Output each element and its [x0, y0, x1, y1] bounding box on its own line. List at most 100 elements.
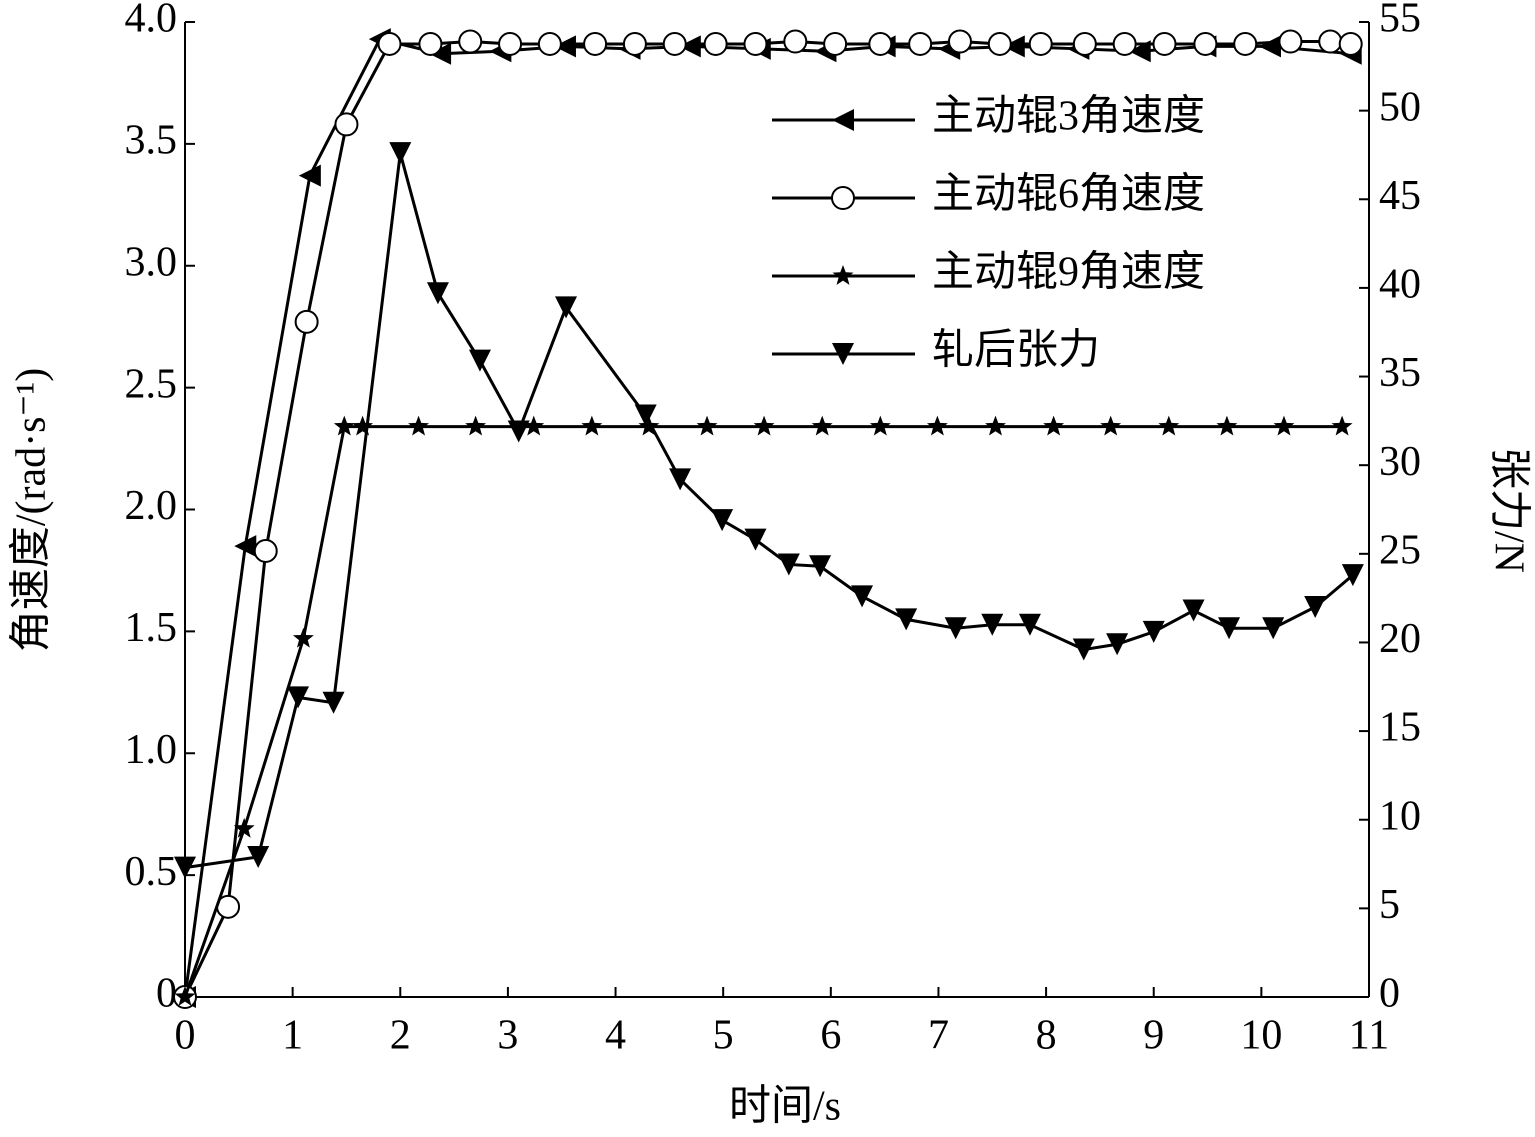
marker [294, 309, 319, 334]
legend-marker [832, 109, 854, 131]
marker [389, 142, 412, 165]
marker [334, 112, 359, 137]
marker [1304, 596, 1327, 618]
y2-tick-label: 20 [1379, 616, 1421, 662]
marker [985, 415, 1006, 436]
marker [1106, 633, 1129, 656]
marker [634, 404, 657, 427]
marker [429, 42, 452, 65]
y2-axis-label: 张力/N [1485, 447, 1531, 573]
marker [523, 415, 545, 436]
marker [583, 31, 608, 56]
y2-tick-label: 55 [1379, 0, 1421, 42]
legend-marker [831, 186, 855, 210]
marker [174, 856, 196, 879]
marker [1233, 31, 1258, 56]
marker [981, 613, 1004, 636]
marker [553, 35, 576, 58]
y-tick-label: 3.5 [125, 118, 178, 164]
marker [1018, 613, 1041, 636]
y2-tick-label: 15 [1379, 705, 1421, 751]
marker [253, 538, 278, 563]
marker [851, 585, 874, 608]
marker [1152, 31, 1177, 56]
marker [352, 415, 374, 436]
series-line [184, 152, 1354, 870]
x-tick-label: 11 [1349, 1013, 1389, 1059]
marker [498, 31, 523, 56]
y-tick-label: 0 [156, 971, 177, 1017]
marker [753, 415, 775, 436]
x-tick-label: 1 [282, 1013, 303, 1059]
legend-marker [832, 343, 854, 365]
y-tick-label: 3.0 [125, 239, 178, 285]
marker [555, 296, 578, 319]
marker [233, 817, 255, 838]
y-axis-label: 角速度/(rad·s⁻¹) [9, 368, 55, 652]
y2-tick-label: 30 [1379, 439, 1421, 485]
marker [1182, 599, 1205, 622]
marker [1331, 415, 1353, 436]
marker [669, 468, 692, 491]
marker [1128, 40, 1151, 63]
marker [868, 31, 893, 56]
y2-tick-label: 50 [1379, 84, 1421, 130]
marker [1278, 29, 1303, 54]
marker [1072, 31, 1097, 56]
marker [1273, 415, 1295, 436]
marker [247, 845, 270, 868]
marker [1158, 415, 1180, 436]
marker [507, 420, 530, 443]
marker [322, 691, 345, 714]
marker [1028, 31, 1053, 56]
marker [783, 29, 808, 54]
x-tick-label: 3 [497, 1013, 518, 1059]
x-tick-label: 7 [928, 1013, 949, 1059]
marker [1216, 415, 1238, 436]
marker [662, 31, 687, 56]
y2-tick-label: 25 [1379, 527, 1421, 573]
marker [465, 415, 487, 436]
marker [298, 164, 321, 187]
y-tick-label: 1.5 [125, 605, 178, 651]
y2-tick-label: 10 [1379, 793, 1421, 839]
marker [537, 31, 562, 56]
y-tick-label: 2.0 [125, 483, 178, 529]
x-tick-label: 4 [605, 1013, 626, 1059]
marker [823, 31, 848, 56]
marker [426, 282, 449, 305]
y2-tick-label: 40 [1379, 262, 1421, 308]
y-tick-label: 1.0 [125, 727, 178, 773]
marker [869, 415, 891, 436]
x-tick-label: 10 [1240, 1013, 1282, 1059]
series-line [183, 425, 1343, 998]
marker [987, 31, 1012, 56]
marker [1338, 31, 1363, 56]
marker [1218, 617, 1241, 640]
legend-label: 主动辊9角速度 [932, 249, 1205, 296]
marker [468, 349, 491, 372]
marker [333, 415, 355, 436]
marker [1318, 29, 1343, 54]
x-tick-label: 2 [390, 1013, 411, 1059]
marker [408, 415, 430, 436]
legend-label: 轧后张力 [932, 328, 1100, 374]
x-axis-label: 时间/s [729, 1084, 841, 1130]
y2-tick-label: 45 [1379, 173, 1421, 219]
marker [1258, 35, 1281, 58]
marker [944, 617, 967, 640]
marker [1043, 415, 1065, 436]
marker [811, 415, 833, 436]
x-tick-label: 6 [820, 1013, 841, 1059]
marker [703, 31, 728, 56]
marker [696, 415, 718, 436]
marker [1002, 35, 1025, 58]
marker [377, 31, 402, 56]
marker [908, 31, 933, 56]
marker [1072, 638, 1095, 661]
y2-tick-label: 5 [1379, 882, 1400, 928]
y-tick-label: 0.5 [125, 849, 178, 895]
marker [1262, 617, 1285, 640]
marker [292, 627, 314, 648]
